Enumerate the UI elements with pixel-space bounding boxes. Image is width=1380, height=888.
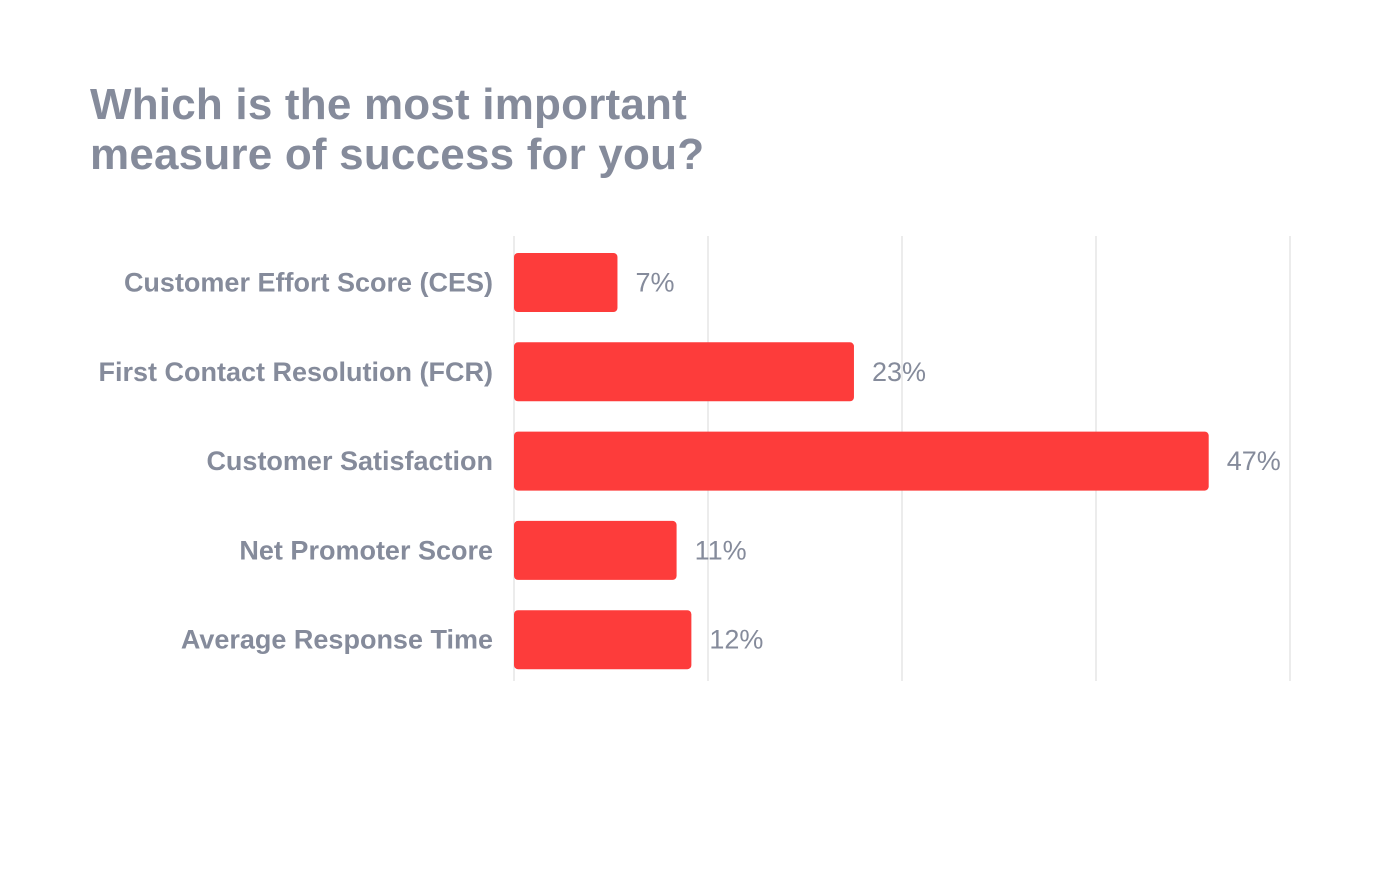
value-label: 47% xyxy=(1227,446,1281,476)
category-label: Average Response Time xyxy=(181,625,493,655)
chart-title: Which is the most important measure of s… xyxy=(90,80,705,179)
bar xyxy=(514,610,692,670)
value-labels: 7% 23% 47% 11% 12% xyxy=(635,268,1280,655)
value-label: 7% xyxy=(635,268,674,298)
value-label: 12% xyxy=(709,625,763,655)
bar xyxy=(514,520,677,580)
bar xyxy=(514,253,618,312)
bars xyxy=(514,253,1209,670)
category-labels: Customer Effort Score (CES) First Contact… xyxy=(99,268,493,655)
category-label: Customer Effort Score (CES) xyxy=(124,268,493,298)
category-label: Net Promoter Score xyxy=(239,535,493,565)
category-label: Customer Satisfaction xyxy=(206,446,493,476)
value-label: 11% xyxy=(695,535,747,565)
category-label: First Contact Resolution (FCR) xyxy=(99,357,493,387)
bar xyxy=(514,431,1209,491)
bar xyxy=(514,342,854,402)
value-label: 23% xyxy=(872,357,926,387)
